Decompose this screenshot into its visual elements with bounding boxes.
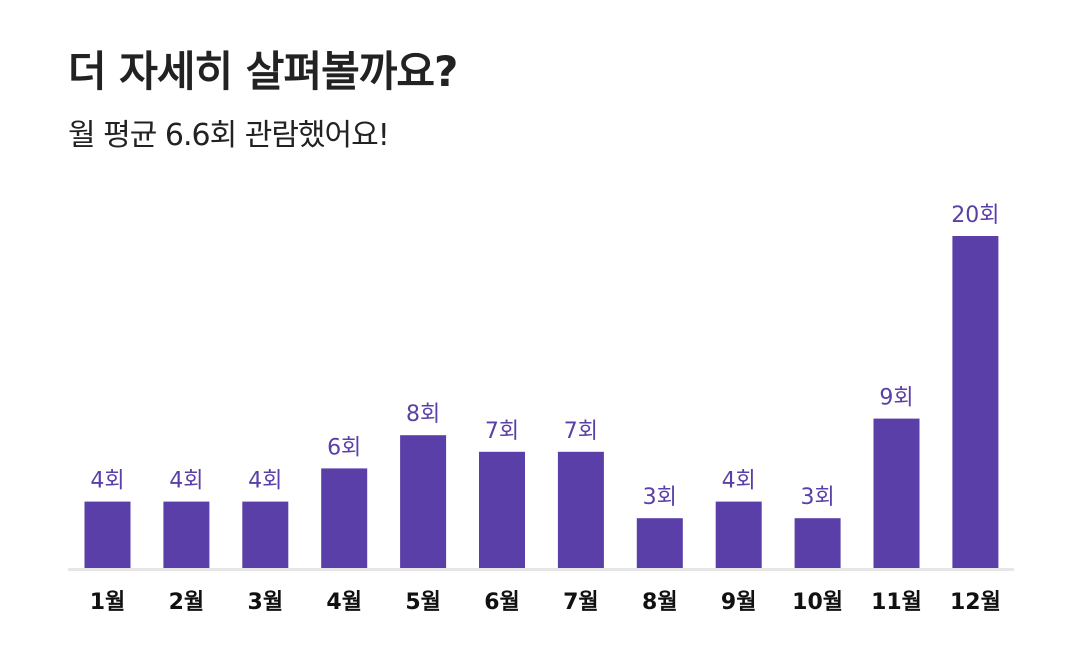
bar-7 bbox=[557, 451, 604, 568]
value-label-2: 4회 bbox=[169, 469, 203, 494]
tick-labels-group: 1월 2월 3월 4월 5월 6월 7월 8월 9월 10월 11월 12월 bbox=[90, 590, 1001, 615]
bar-2 bbox=[163, 501, 210, 568]
value-label-4: 6회 bbox=[327, 435, 361, 460]
bar-12 bbox=[952, 236, 999, 568]
value-label-3: 4회 bbox=[248, 469, 282, 494]
value-label-5: 8회 bbox=[406, 402, 440, 427]
bar-5 bbox=[400, 435, 447, 568]
tick-label-10: 10월 bbox=[792, 590, 843, 615]
value-label-7: 7회 bbox=[564, 419, 598, 444]
value-label-9: 4회 bbox=[722, 469, 756, 494]
tick-label-1: 1월 bbox=[90, 590, 126, 615]
bar-11 bbox=[873, 418, 920, 568]
bar-8 bbox=[636, 518, 683, 568]
tick-label-3: 3월 bbox=[248, 590, 284, 615]
bar-6 bbox=[479, 451, 525, 568]
value-label-11: 9회 bbox=[879, 386, 913, 411]
value-labels-group: 4회 4회 4회 6회 8회 7회 7회 3회 4회 3회 9회 20회 bbox=[90, 203, 999, 510]
bar-1 bbox=[84, 501, 131, 568]
tick-label-4: 4월 bbox=[326, 590, 362, 615]
page-title: 더 자세히 살펴볼까요? bbox=[68, 47, 458, 96]
value-label-6: 7회 bbox=[485, 419, 519, 444]
tick-label-11: 11월 bbox=[871, 590, 922, 615]
tick-label-6: 6월 bbox=[484, 590, 520, 615]
value-label-10: 3회 bbox=[800, 485, 834, 510]
value-label-12: 20회 bbox=[951, 203, 999, 228]
tick-label-5: 5월 bbox=[405, 590, 441, 615]
page-subtitle: 월 평균 6.6회 관람했어요! bbox=[68, 118, 390, 153]
tick-label-9: 9월 bbox=[721, 590, 757, 615]
bar-9 bbox=[715, 501, 762, 568]
tick-label-12: 12월 bbox=[950, 590, 1001, 615]
tick-label-2: 2월 bbox=[169, 590, 205, 615]
bar-3 bbox=[242, 501, 289, 568]
bars-group bbox=[84, 236, 999, 568]
tick-label-7: 7월 bbox=[563, 590, 599, 615]
bar-4 bbox=[321, 468, 368, 568]
value-label-1: 4회 bbox=[90, 469, 124, 494]
tick-label-8: 8월 bbox=[642, 590, 678, 615]
value-label-8: 3회 bbox=[643, 485, 677, 510]
bar-10 bbox=[794, 518, 841, 568]
